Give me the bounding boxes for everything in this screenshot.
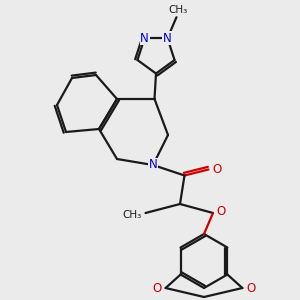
Text: O: O <box>153 281 162 295</box>
Text: O: O <box>217 205 226 218</box>
Text: CH₃: CH₃ <box>122 209 142 220</box>
Text: CH₃: CH₃ <box>168 5 188 15</box>
Text: N: N <box>163 32 172 45</box>
Text: N: N <box>140 32 149 45</box>
Text: N: N <box>148 158 158 172</box>
Text: O: O <box>246 281 255 295</box>
Text: O: O <box>212 163 221 176</box>
